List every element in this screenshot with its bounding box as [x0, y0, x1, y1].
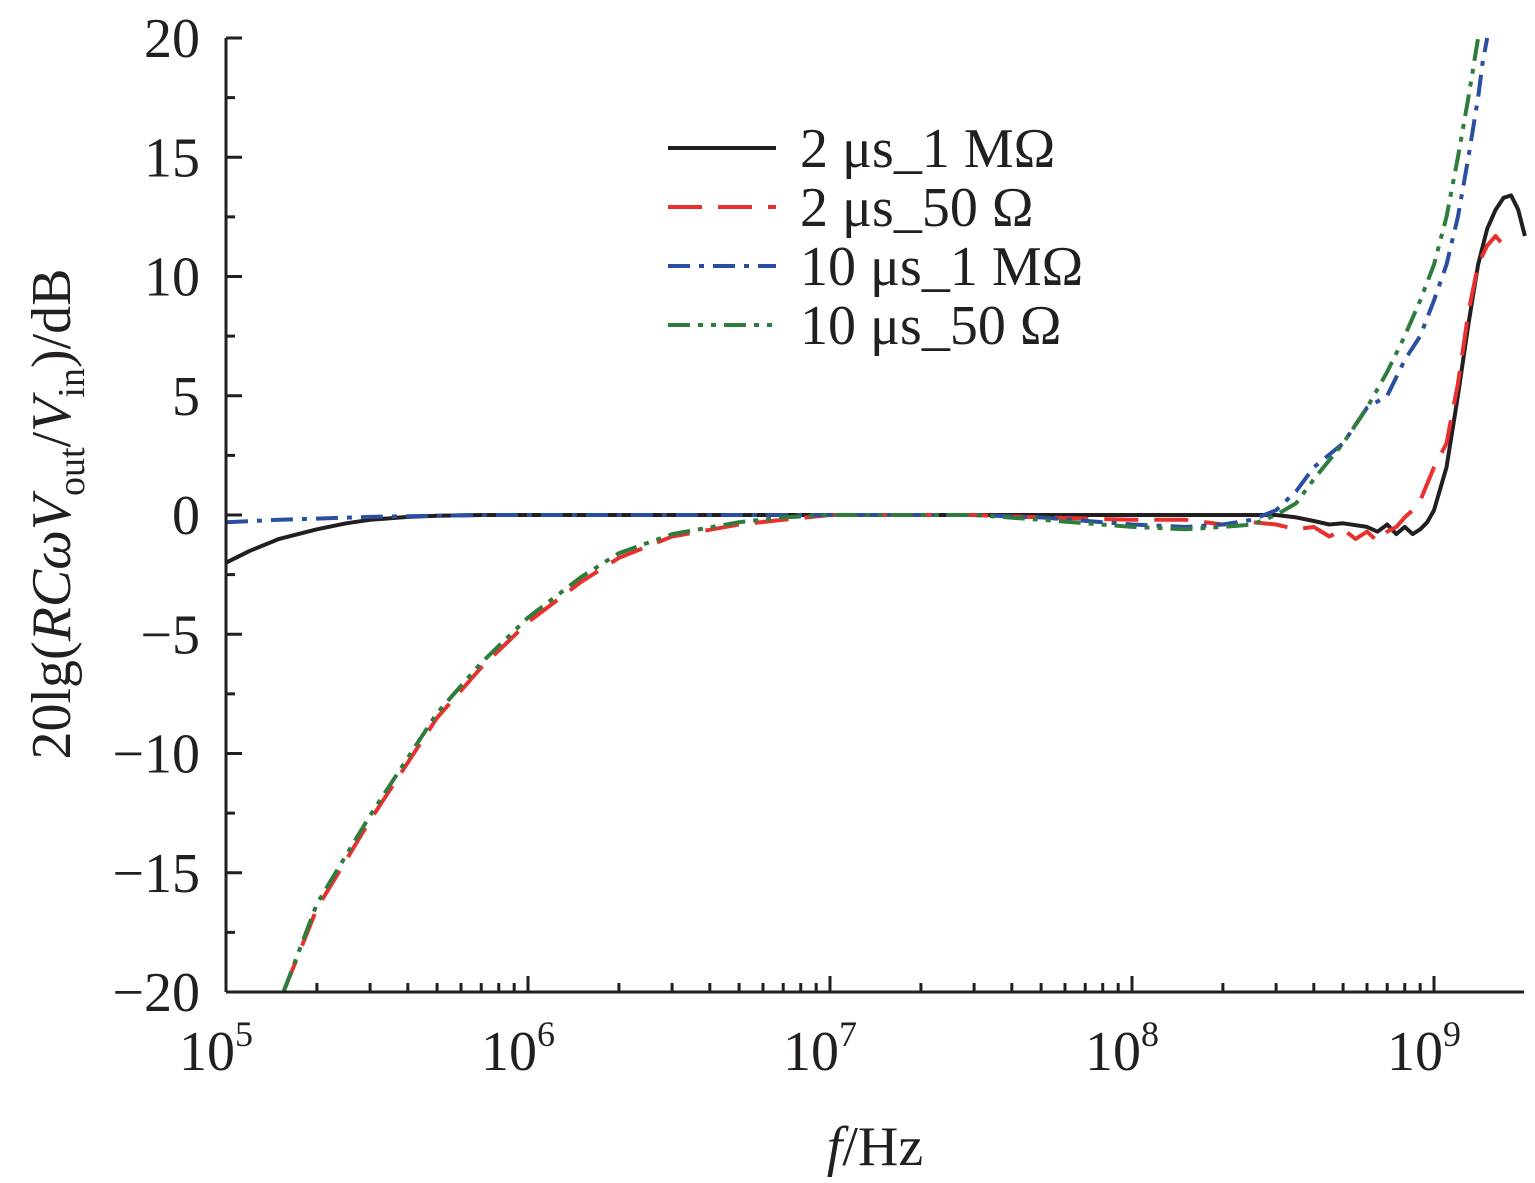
legend-label: 10 μs_1 MΩ — [800, 236, 1083, 298]
x-tick-label: 106 — [481, 1014, 555, 1083]
series-line — [225, 37, 1490, 529]
y-tick-label: −15 — [112, 843, 200, 905]
x-tick-label: 107 — [783, 1014, 857, 1083]
y-axis-label: 20lg(RCωVout/Vin)/dB — [21, 268, 93, 759]
y-tick-label: 5 — [172, 366, 200, 428]
y-tick-label: −10 — [112, 724, 200, 786]
x-tick-label: 109 — [1387, 1014, 1461, 1083]
series-line — [281, 234, 1510, 993]
x-tick-label: 108 — [1085, 1014, 1159, 1083]
legend-label: 2 μs_1 MΩ — [800, 118, 1055, 180]
y-tick-label: 10 — [144, 247, 200, 309]
x-tick-label: 105 — [179, 1014, 253, 1083]
y-tick-label: −20 — [112, 962, 200, 1024]
series-layer — [225, 37, 1527, 993]
legend-label: 2 μs_50 Ω — [800, 177, 1033, 239]
series-line — [281, 37, 1481, 993]
y-tick-label: 20 — [144, 8, 200, 70]
y-ticks: 20 15 10 5 0 −5 −10 −15 −20 — [112, 8, 242, 1024]
legend-label: 10 μs_50 Ω — [800, 295, 1061, 357]
y-tick-label: 0 — [172, 485, 200, 547]
y-tick-label: 15 — [144, 127, 200, 189]
x-ticks: 105 106 107 108 109 — [179, 976, 1461, 1083]
y-tick-label: −5 — [140, 604, 200, 666]
x-axis-label: f/Hz — [827, 1116, 923, 1178]
